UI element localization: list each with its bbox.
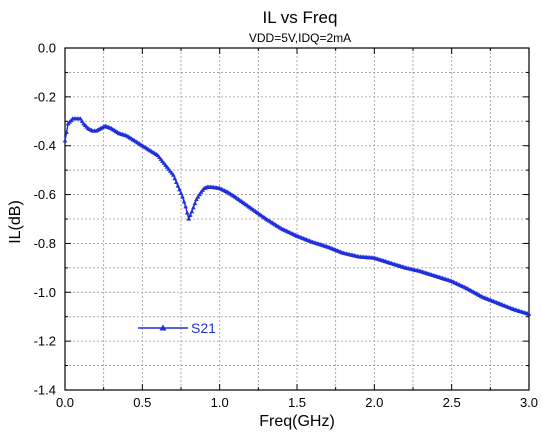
y-tick-label: -0.2	[34, 89, 56, 104]
data-point-marker	[192, 200, 198, 206]
x-tick-label: 2.0	[365, 395, 383, 410]
y-tick-label: -0.6	[34, 187, 56, 202]
chart-subtitle: VDD=5V,IDQ=2mA	[249, 31, 351, 45]
axes	[64, 47, 530, 391]
x-tick-label: 0.5	[133, 395, 151, 410]
legend-label: S21	[191, 320, 216, 336]
series	[62, 116, 532, 316]
grid	[65, 48, 529, 390]
data-point-marker	[191, 205, 196, 210]
x-axis-label: Freq(GHz)	[259, 413, 335, 430]
y-tick-label: -1.2	[34, 334, 56, 349]
chart-title: IL vs Freq	[263, 8, 338, 27]
tick-labels: 0.0 0.5 1.0 1.5 2.0 2.5 3.0 0.0 -0.2 -0.4 -0.6 -0.8…	[34, 41, 538, 411]
data-point-marker	[79, 118, 85, 123]
data-point-marker	[526, 311, 532, 316]
data-point-marker	[197, 191, 202, 197]
data-point-marker	[178, 190, 184, 195]
y-tick-label: -1.0	[34, 285, 56, 300]
data-point-marker	[174, 179, 179, 184]
x-tick-label: 3.0	[520, 395, 538, 410]
legend: S21	[138, 320, 216, 336]
y-tick-label: -0.8	[34, 236, 56, 251]
data-point-marker	[187, 212, 193, 217]
data-point-marker	[78, 116, 83, 121]
data-point-marker	[62, 138, 68, 143]
legend-marker	[159, 324, 167, 331]
data-point-marker	[189, 209, 195, 214]
data-point-marker	[177, 187, 182, 192]
data-point-marker	[183, 204, 188, 209]
data-point-marker	[175, 183, 181, 188]
data-point-marker	[181, 199, 187, 204]
data-point-marker	[194, 196, 199, 202]
data-point-marker	[170, 172, 176, 177]
x-tick-label: 1.5	[288, 395, 306, 410]
y-tick-label: -0.4	[34, 138, 56, 153]
data-point-marker	[172, 176, 178, 181]
y-tick-label: 0.0	[38, 41, 56, 56]
y-axis-label: IL(dB)	[7, 200, 24, 244]
data-point-marker	[195, 194, 201, 199]
data-point-marker	[64, 129, 69, 134]
data-point-marker	[186, 216, 192, 221]
x-tick-label: 0.0	[56, 395, 74, 410]
x-tick-label: 2.5	[443, 395, 461, 410]
data-point-marker	[184, 210, 190, 215]
x-tick-label: 1.0	[211, 395, 229, 410]
data-point-marker	[180, 194, 185, 199]
y-tick-label: -1.4	[34, 383, 56, 398]
